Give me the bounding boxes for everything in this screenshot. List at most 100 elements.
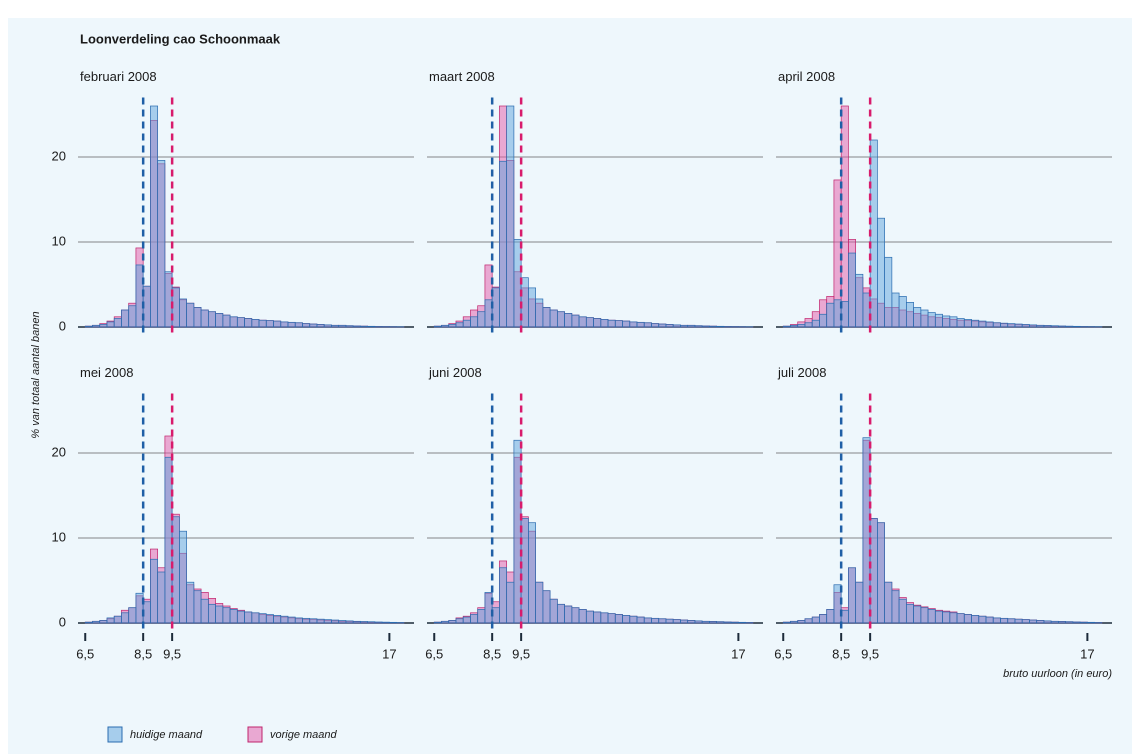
y-tick-label: 0 [59,614,66,629]
bar [251,319,260,328]
bar [1000,617,1009,624]
bar [179,298,187,328]
bar [738,621,746,624]
bar [1050,620,1059,624]
bar [927,312,936,328]
bar [992,322,1001,328]
bar [222,314,231,328]
bar [520,518,529,624]
bar [804,618,813,624]
bar [229,609,238,624]
bar [920,607,929,624]
bar [542,307,551,328]
bar [942,315,951,328]
bar [1029,324,1038,328]
bar [302,617,311,624]
bar [99,324,108,328]
bar [636,616,645,624]
bar [84,621,93,624]
bar [150,558,159,624]
bar [186,302,195,328]
bar [564,313,573,328]
x-tick-label: 8,5 [832,646,850,661]
bar [128,607,137,624]
bar [265,320,274,328]
bar [963,614,972,624]
bar [862,292,871,328]
bar [811,616,820,624]
bar [200,598,209,624]
bar [694,325,703,328]
bar [352,325,361,328]
bar [244,318,253,328]
bar [179,530,187,624]
bar [345,620,354,624]
bar [963,319,972,328]
bar [848,252,857,328]
bar [374,621,383,624]
bar [891,292,900,328]
bar [665,324,674,328]
bar [585,610,594,624]
bar [934,313,943,328]
y-tick-label: 0 [59,318,66,333]
x-tick-label: 6,5 [774,646,792,661]
bar [643,617,652,624]
bar [323,619,332,624]
bar [207,603,216,624]
bar [367,621,376,624]
bar [651,617,660,624]
y-tick-label: 20 [52,148,66,163]
bar [680,619,689,624]
bar [367,325,376,328]
bar [99,620,108,624]
bar [636,321,645,328]
x-tick-label: 9,5 [163,646,181,661]
bar [797,620,806,624]
panel-title: april 2008 [778,69,835,84]
bar [360,325,369,328]
bar [701,620,710,624]
bar [556,603,565,624]
bar [121,309,130,328]
bar [913,605,922,624]
bar [905,302,914,328]
bar [302,323,311,328]
bar [106,321,115,328]
bar [578,609,587,624]
bar [1029,619,1038,624]
bar [455,618,464,624]
bar [709,325,718,328]
bar [542,590,551,624]
bar [600,319,609,328]
bar [1065,621,1074,624]
bar [826,609,835,624]
x-tick-label: 6,5 [76,646,94,661]
bar [360,621,369,624]
bar [790,620,799,624]
bar [701,325,710,328]
bar [84,325,93,328]
bar [978,320,987,328]
bar [891,590,900,624]
bar [971,319,980,328]
bar [877,522,885,624]
bar [528,522,536,624]
bar [687,620,696,624]
bar [819,614,828,624]
bar [905,603,914,624]
bar [470,316,479,328]
bar [658,618,667,624]
bar [949,316,958,328]
bar [1087,621,1095,624]
bar [607,319,616,328]
bar [506,105,515,328]
bar [593,318,602,328]
panel-title: maart 2008 [429,69,495,84]
bar [106,617,115,624]
bar [229,316,238,328]
bar [1021,324,1030,328]
bar [848,567,857,624]
bar [462,319,471,328]
